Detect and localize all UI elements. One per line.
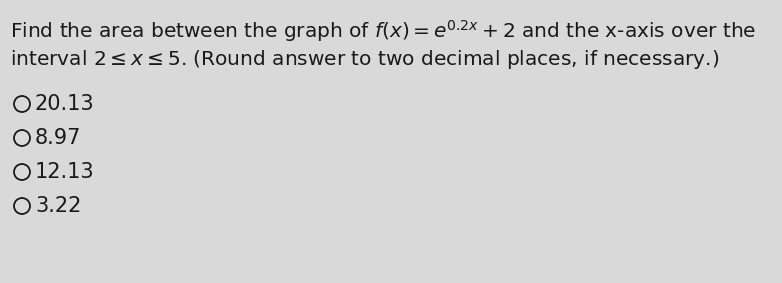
Text: 8.97: 8.97 xyxy=(35,128,81,148)
Text: Find the area between the graph of $f\left(x\right) = e^{0.2x} + 2$ and the x-ax: Find the area between the graph of $f\le… xyxy=(10,18,756,44)
Text: interval $2 \leq x \leq 5$. (Round answer to two decimal places, if necessary.): interval $2 \leq x \leq 5$. (Round answe… xyxy=(10,48,719,71)
Text: 20.13: 20.13 xyxy=(35,94,95,114)
Text: 12.13: 12.13 xyxy=(35,162,95,182)
Text: 3.22: 3.22 xyxy=(35,196,81,216)
